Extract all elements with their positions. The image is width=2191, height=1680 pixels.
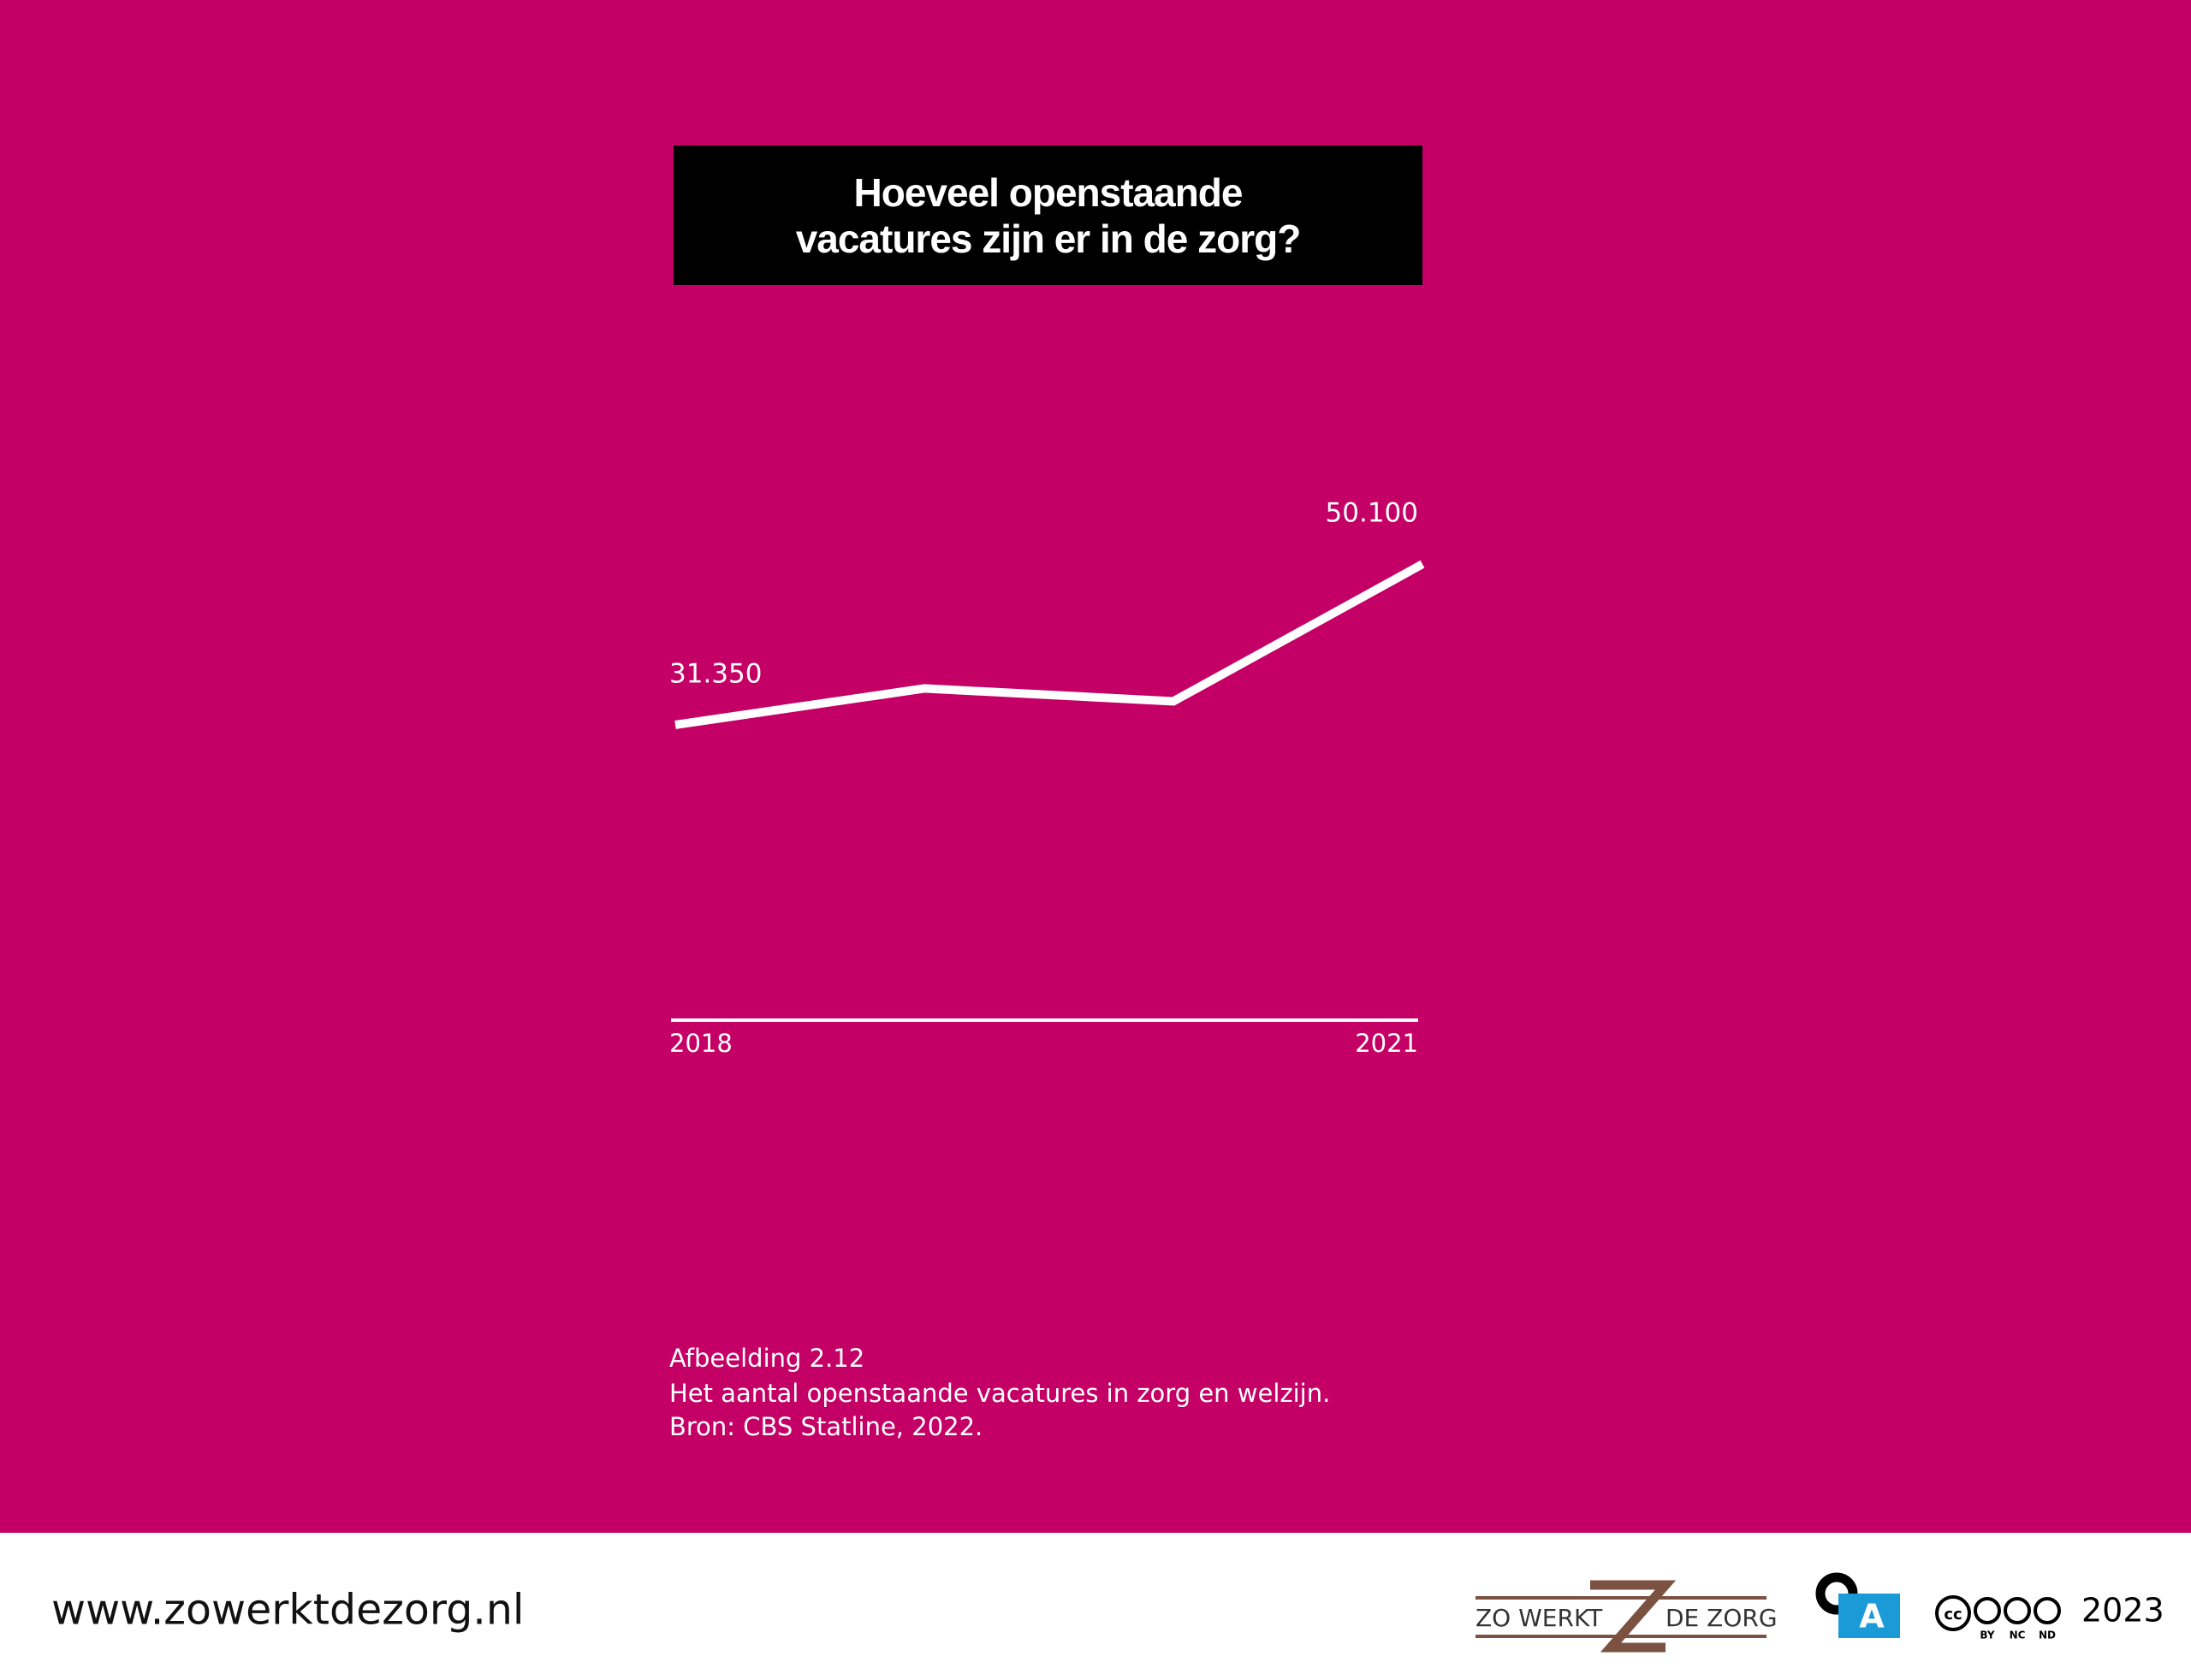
caption: Afbeelding 2.12 (669, 1344, 864, 1373)
title-box: Hoeveel openstaande vacatures zijn er in… (674, 145, 1422, 285)
cc-term-icon (2034, 1597, 2061, 1624)
year: 2023 (2081, 1592, 2164, 1630)
caption: Het aantal openstaande vacatures in zorg… (669, 1379, 1330, 1408)
x-tick-label: 2021 (1355, 1029, 1418, 1058)
value-label: 31.350 (669, 658, 762, 689)
x-tick-label: 2018 (669, 1029, 733, 1058)
badge-text: A (1859, 1598, 1885, 1635)
chart-title: vacatures zijn er in de zorg? (795, 216, 1302, 261)
logo-z (1590, 1580, 1677, 1653)
logo: ZO WERKT DE ZORG (1476, 1580, 1778, 1653)
line (674, 560, 1425, 729)
cc-term: BY (1980, 1630, 1994, 1641)
chart-title: Hoeveel openstaande (853, 169, 1244, 215)
logo-text: DE ZORG (1666, 1604, 1778, 1632)
cc-term-icon (2004, 1597, 2031, 1624)
logo-text: ZO WERKT (1476, 1604, 1603, 1632)
cc-term: NC (2010, 1630, 2026, 1641)
cc-terms: BY NC ND (1974, 1597, 2061, 1641)
badge (1838, 1594, 1900, 1638)
value-label: 50.100 (1326, 498, 1418, 529)
cc-term: ND (2039, 1630, 2056, 1641)
cc-text: cc (1944, 1606, 1962, 1624)
caption: Bron: CBS Statline, 2022. (669, 1412, 983, 1441)
url: www.zowerktdezorg.nl (51, 1586, 525, 1635)
cc-term-icon (1974, 1597, 2001, 1624)
cc-icon (1935, 1595, 1971, 1631)
